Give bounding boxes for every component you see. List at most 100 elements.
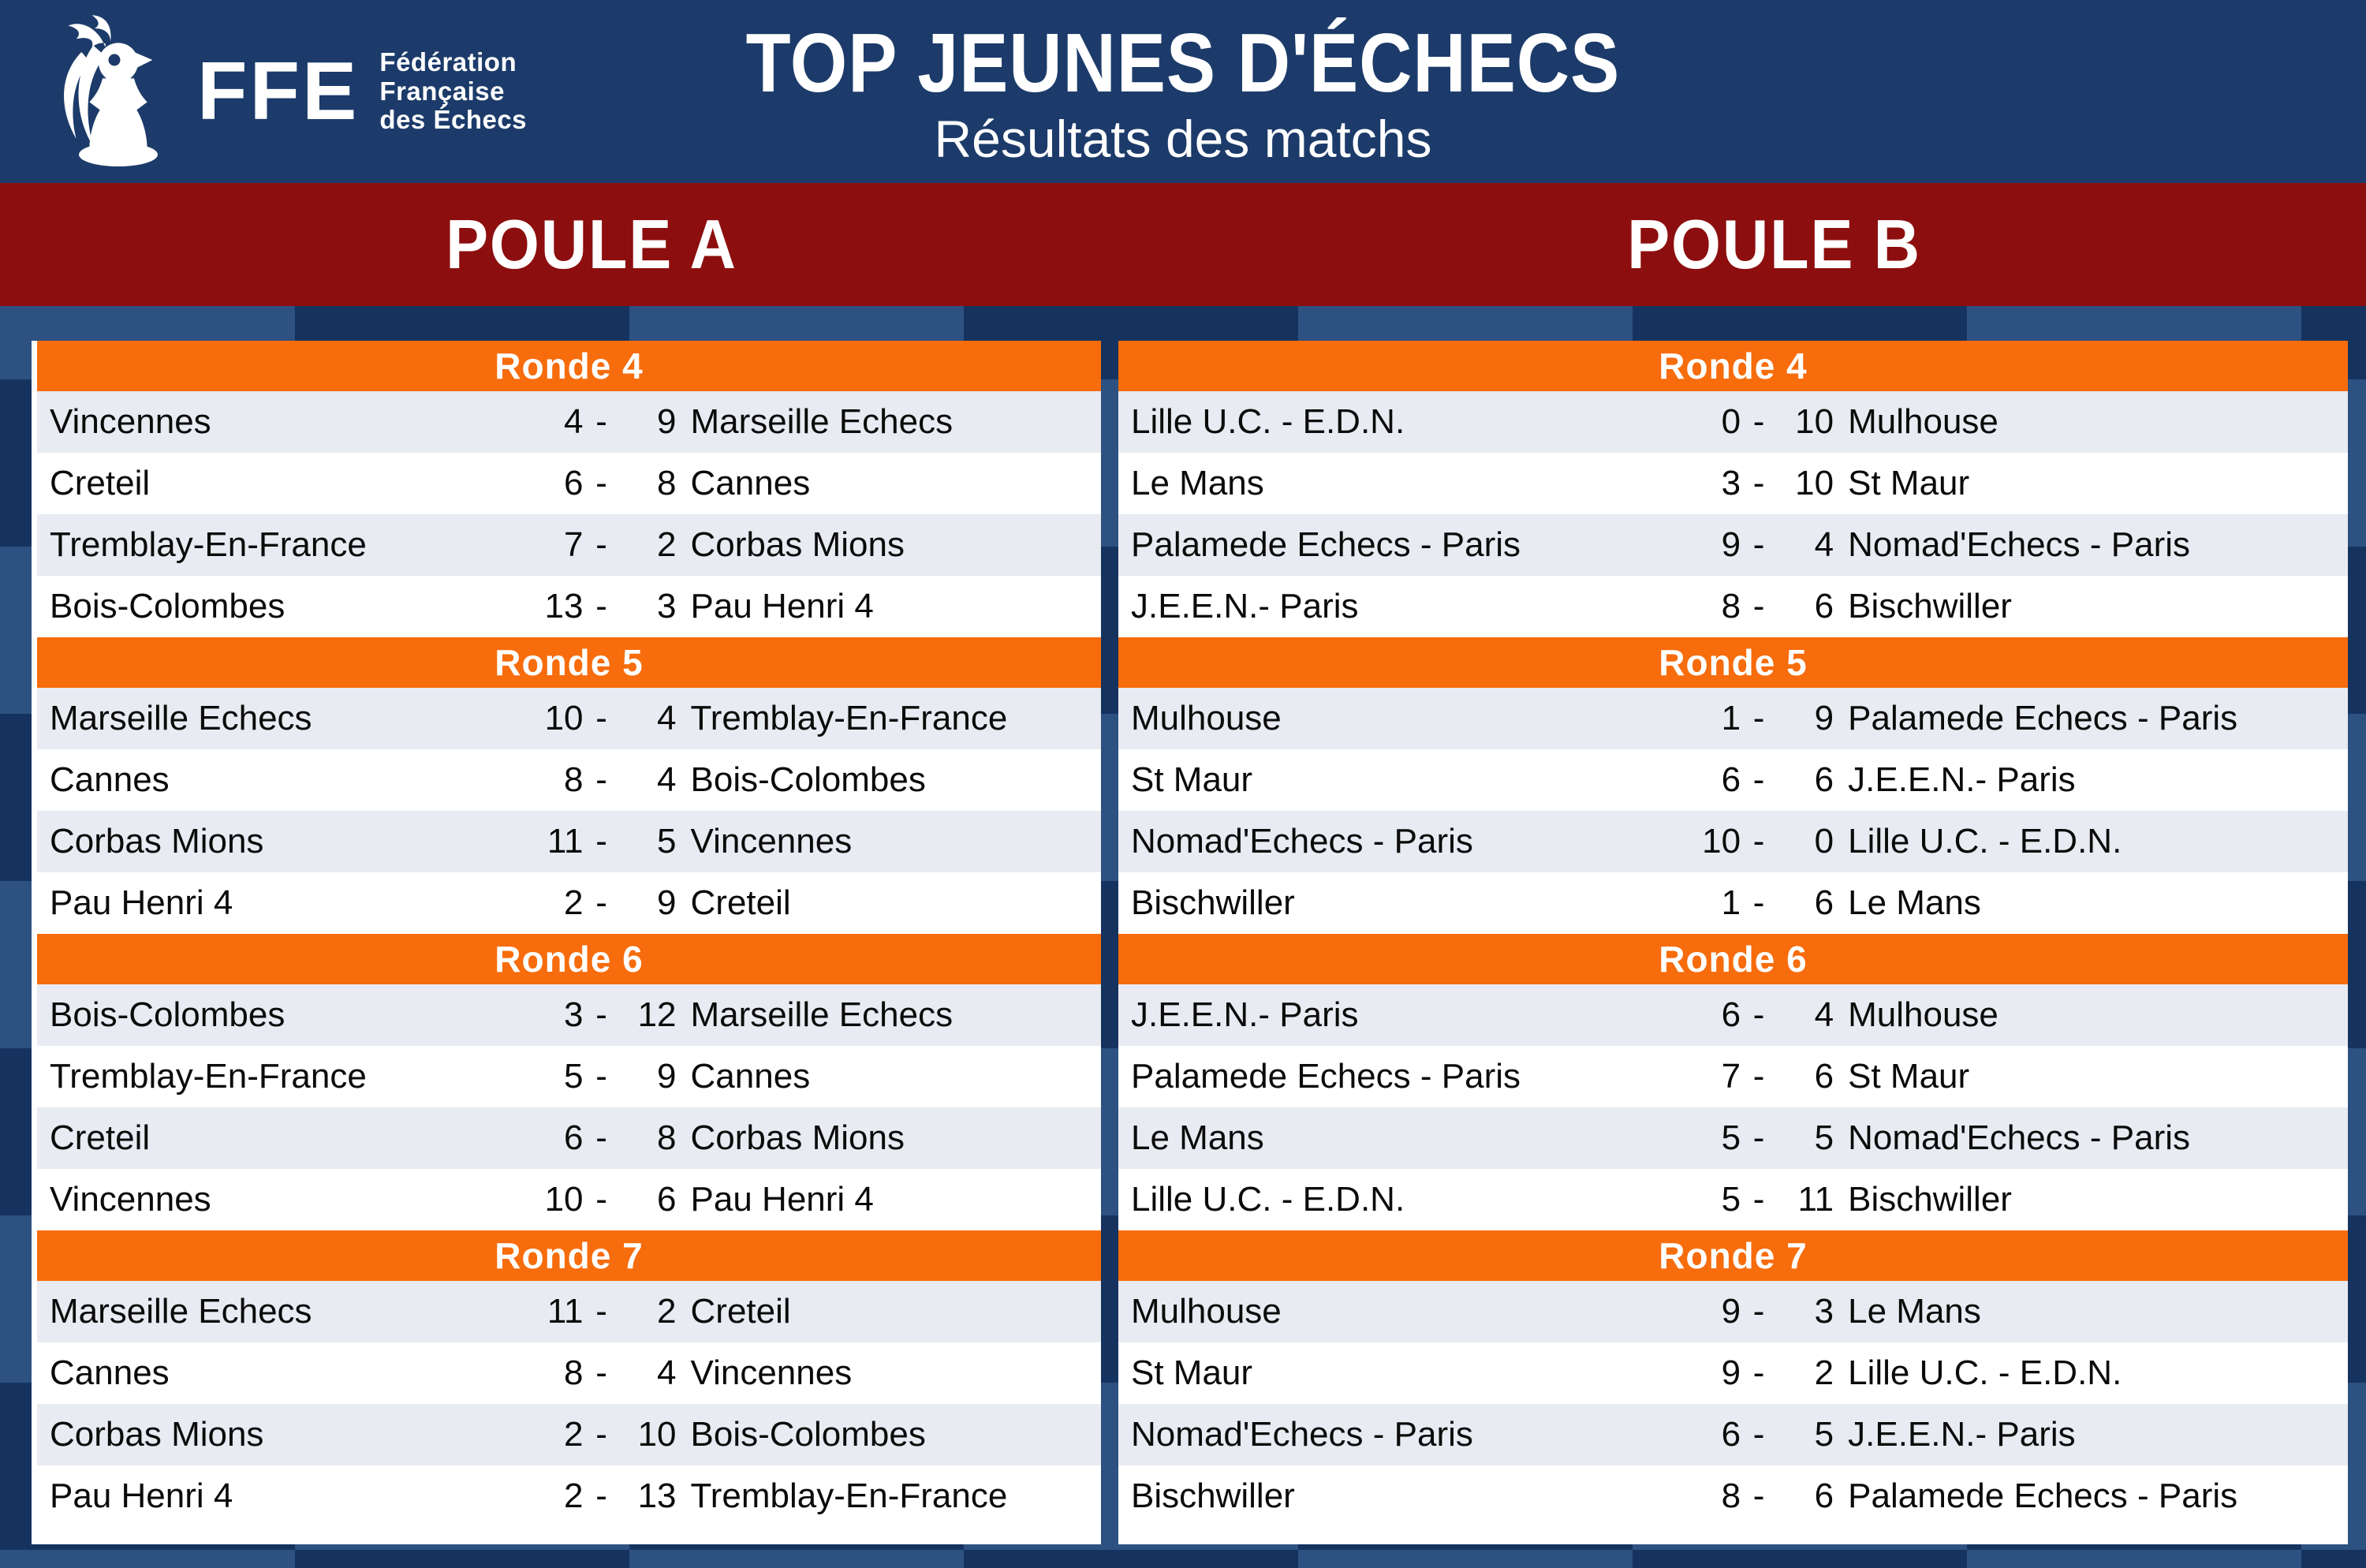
page-title: TOP JEUNES D'ÉCHECS: [745, 17, 1621, 110]
home-score: 2: [564, 1477, 584, 1515]
match-row: Mulhouse 1- 9 Palamede Echecs - Paris: [1118, 688, 2348, 749]
score-separator: -: [595, 1057, 607, 1096]
score-separator: -: [595, 464, 607, 502]
home-score: 8: [564, 760, 584, 799]
match-row: Pau Henri 4 2- 9 Creteil: [37, 872, 1101, 934]
away-team: Vincennes: [690, 822, 853, 861]
away-score: 4: [1814, 995, 1834, 1034]
away-score: 4: [657, 1353, 677, 1392]
round-header: Ronde 6: [37, 934, 1101, 984]
round-rows: Bois-Colombes 3-12 Marseille Echecs Trembla…: [37, 984, 1101, 1230]
score-separator: -: [595, 883, 607, 922]
score-separator: -: [595, 1353, 607, 1392]
match-row: Nomad'Echecs - Paris 10- 0 Lille U.C. - E.D…: [1118, 811, 2348, 872]
score-separator: -: [595, 587, 607, 625]
round-rows: Mulhouse 9-3 Le Mans St Maur 9-2 Lille U.C. -…: [1118, 1281, 2348, 1527]
away-team: J.E.E.N.- Paris: [1848, 760, 2076, 799]
home-team: Creteil: [50, 464, 151, 502]
home-team: Mulhouse: [1131, 1292, 1282, 1331]
away-team: Marseille Echecs: [690, 402, 953, 441]
score-separator: -: [1752, 1057, 1765, 1096]
pool-band: POULE A POULE B: [0, 183, 2366, 306]
home-score: 6: [1721, 760, 1741, 799]
score-separator: -: [1752, 1415, 1765, 1454]
round-section: Ronde 7 Marseille Echecs 11-2 Creteil Cannes…: [37, 1230, 1101, 1527]
home-score: 8: [1721, 587, 1741, 625]
home-team: Palamede Echecs - Paris: [1131, 1057, 1521, 1096]
home-score: 1: [1721, 699, 1741, 737]
pool-a-header: POULE A: [0, 183, 1183, 306]
match-row: Vincennes 4- 9 Marseille Echecs: [37, 391, 1101, 453]
away-team: Pau Henri 4: [690, 587, 874, 625]
away-team: Nomad'Echecs - Paris: [1848, 525, 2191, 564]
away-team: Corbas Mions: [690, 525, 905, 564]
home-score: 11: [547, 822, 584, 861]
round-header: Ronde 7: [37, 1230, 1101, 1281]
match-row: Bois-Colombes 3-12 Marseille Echecs: [37, 984, 1101, 1046]
round-header: Ronde 6: [1118, 934, 2348, 984]
round-section: Ronde 5 Mulhouse 1-9 Palamede Echecs - Pari…: [1118, 637, 2348, 934]
away-score: 9: [657, 402, 677, 441]
home-team: St Maur: [1131, 760, 1253, 799]
away-team: Creteil: [690, 883, 791, 922]
logo-tagline-line: Fédération: [379, 47, 517, 77]
away-score: 10: [637, 1415, 677, 1454]
round-section: Ronde 6 Bois-Colombes 3-12 Marseille Echecs…: [37, 934, 1101, 1230]
away-team: Pau Henri 4: [690, 1180, 874, 1219]
pool-a-label: POULE A: [446, 205, 737, 283]
away-team: Mulhouse: [1848, 995, 1998, 1034]
away-score: 6: [1814, 760, 1834, 799]
match-row: Bischwiller 1- 6 Le Mans: [1118, 872, 2348, 934]
away-team: Le Mans: [1848, 1292, 1981, 1331]
away-team: Creteil: [690, 1292, 791, 1331]
score-separator: -: [1752, 822, 1765, 861]
score-separator: -: [595, 1118, 607, 1157]
match-row: Corbas Mions 11- 5 Vincennes: [37, 811, 1101, 872]
score-separator: -: [595, 1477, 607, 1515]
home-team: Corbas Mions: [50, 1415, 264, 1454]
match-row: Bois-Colombes 13- 3 Pau Henri 4: [37, 576, 1101, 637]
home-team: St Maur: [1131, 1353, 1253, 1392]
round-section: Ronde 4 Vincennes 4-9 Marseille Echecs Crete…: [37, 341, 1101, 637]
away-score: 3: [1814, 1292, 1834, 1331]
away-team: Palamede Echecs - Paris: [1848, 1477, 2238, 1515]
home-team: Le Mans: [1131, 464, 1264, 502]
pool-b-header: POULE B: [1183, 183, 2366, 306]
score-separator: -: [1752, 1353, 1765, 1392]
logo-tagline: Fédération Française des Échecs: [379, 47, 527, 136]
away-team: Marseille Echecs: [690, 995, 953, 1034]
home-team: Bois-Colombes: [50, 995, 285, 1034]
home-score: 6: [564, 1118, 584, 1157]
score-separator: -: [1752, 1477, 1765, 1515]
home-score: 6: [564, 464, 584, 502]
away-score: 6: [1814, 883, 1834, 922]
round-rows: Vincennes 4-9 Marseille Echecs Creteil 6-8 Ca…: [37, 391, 1101, 637]
away-team: Tremblay-En-France: [690, 699, 1008, 737]
away-team: Palamede Echecs - Paris: [1848, 699, 2238, 737]
match-row: J.E.E.N.- Paris 6- 4 Mulhouse: [1118, 984, 2348, 1046]
match-row: Creteil 6- 8 Corbas Mions: [37, 1107, 1101, 1169]
away-team: Tremblay-En-France: [690, 1477, 1008, 1515]
match-row: St Maur 6-6 J.E.E.N.- Paris: [1118, 749, 2348, 811]
match-row: Le Mans 5-5 Nomad'Echecs - Paris: [1118, 1107, 2348, 1169]
round-rows: Marseille Echecs 11-2 Creteil Cannes 8-4 Vinc…: [37, 1281, 1101, 1527]
round-header: Ronde 4: [1118, 341, 2348, 391]
away-score: 2: [657, 1292, 677, 1331]
score-separator: -: [1752, 699, 1765, 737]
home-score: 8: [1721, 1477, 1741, 1515]
home-team: Pau Henri 4: [50, 1477, 233, 1515]
match-row: Cannes 8- 4 Bois-Colombes: [37, 749, 1101, 811]
score-separator: -: [1752, 1292, 1765, 1331]
away-score: 13: [637, 1477, 677, 1515]
away-score: 10: [1795, 402, 1834, 441]
away-score: 2: [657, 525, 677, 564]
home-team: Lille U.C. - E.D.N.: [1131, 402, 1405, 441]
away-team: St Maur: [1848, 464, 1970, 502]
score-separator: -: [1752, 1180, 1765, 1219]
away-team: Bischwiller: [1848, 1180, 2012, 1219]
home-score: 6: [1721, 995, 1741, 1034]
away-score: 5: [657, 822, 677, 861]
home-score: 5: [1721, 1118, 1741, 1157]
home-score: 13: [544, 587, 584, 625]
away-team: Bois-Colombes: [690, 760, 926, 799]
